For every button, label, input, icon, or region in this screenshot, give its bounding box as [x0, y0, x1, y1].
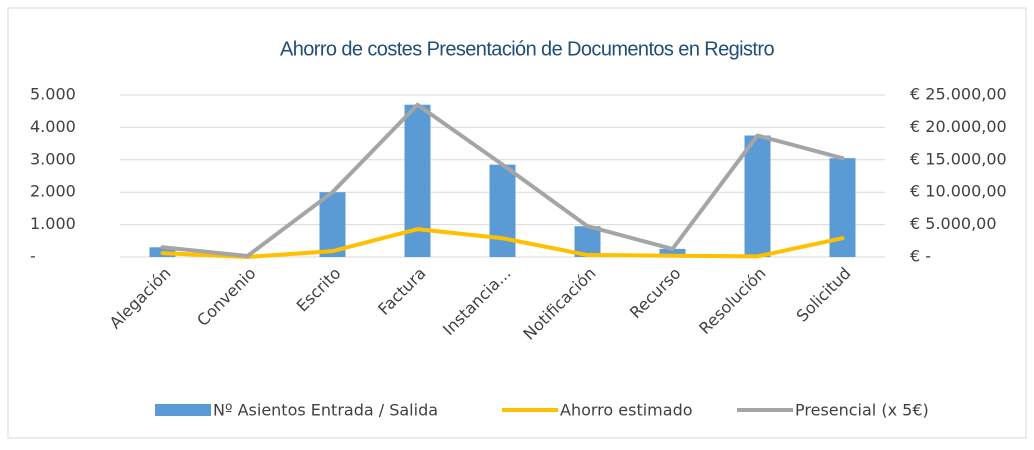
- y-tick-label: 4.000: [30, 117, 76, 136]
- chart-title: Ahorro de costes Presentación de Documen…: [280, 38, 774, 60]
- bar: [319, 192, 346, 257]
- line: [160, 102, 845, 259]
- y2-tick-label: € -: [910, 247, 931, 266]
- y-tick-label: 3.000: [30, 149, 76, 168]
- y2-tick-label: € 20.000,00: [910, 117, 1007, 136]
- bar: [744, 135, 771, 257]
- legend-label: Nº Asientos Entrada / Salida: [213, 401, 438, 420]
- legend-label: Presencial (x 5€): [795, 401, 929, 420]
- bar: [489, 164, 516, 257]
- y-tick-label: 5.000: [30, 85, 76, 104]
- line: [160, 227, 845, 259]
- chart-frame: [7, 7, 1027, 439]
- y2-tick-label: € 10.000,00: [910, 182, 1007, 201]
- legend-label: Ahorro estimado: [560, 401, 693, 420]
- bar: [659, 248, 686, 257]
- y-tick-label: 1.000: [30, 214, 76, 233]
- legend-swatch: [155, 404, 211, 416]
- bar: [404, 104, 431, 257]
- y2-tick-label: € 5.000,00: [910, 214, 997, 233]
- y-tick-label: -: [30, 247, 36, 266]
- y2-tick-label: € 25.000,00: [910, 85, 1007, 104]
- y-tick-label: 2.000: [30, 182, 76, 201]
- y2-tick-label: € 15.000,00: [910, 149, 1007, 168]
